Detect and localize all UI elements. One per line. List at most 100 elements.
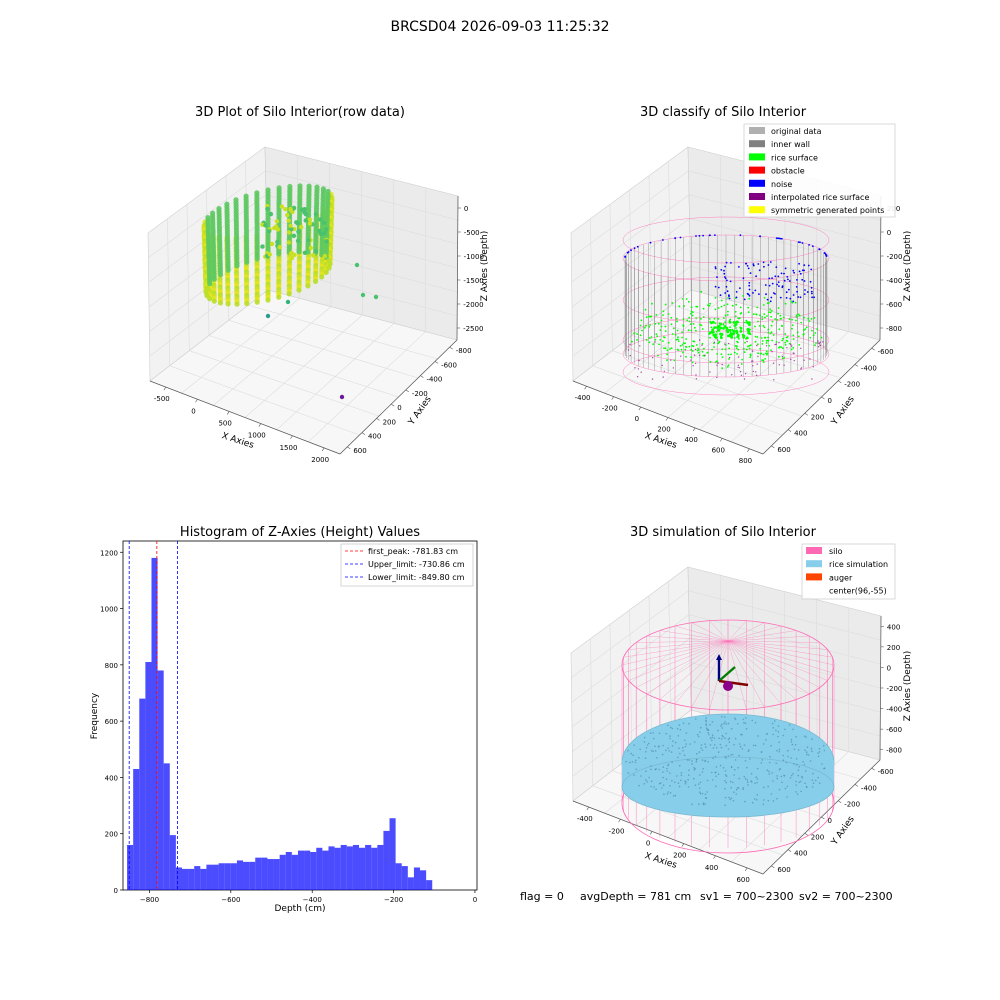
rice-surface-point [752,313,755,316]
rice-sim-point [715,785,717,787]
rice-surface-point [677,336,679,339]
rice-sim-point [631,761,634,763]
rice-sim-point [753,798,756,800]
rice-surface-point [676,320,678,323]
hist-bar [145,662,152,890]
rice-surface-point [724,321,727,324]
interpolated-point [651,378,654,380]
rice-surface-point [631,340,633,343]
rice-surface-point [664,330,667,332]
rice-surface-point [727,364,730,367]
rice-sim-point [778,748,781,751]
rice-surface-point [781,325,783,327]
interpolated-point [695,374,697,376]
rice-sim-point [634,761,637,764]
noise-point [775,266,778,268]
y-tick [449,346,453,350]
rice-sim-point [724,755,727,758]
interpolated-point [728,342,730,345]
y-tick-label: -400 [861,364,877,372]
noise-point [762,261,765,264]
rice-sim-point [650,780,653,782]
rice-sim-point [777,735,779,738]
rice-surface-point [645,325,647,327]
rice-surface-point [701,350,704,353]
rice-surface-point [790,300,792,303]
rice-surface-point [674,333,677,336]
noise-point [768,277,771,280]
rice-surface-cluster [720,336,723,340]
silo-roof-line [623,640,729,658]
interpolated-point [661,364,663,367]
rice-sim-point [803,735,806,737]
rice-sim-point [705,746,707,748]
rice-surface-point [763,313,766,315]
interpolated-point [709,371,711,373]
rice-sim-point [724,780,726,782]
rice-sim-point [725,757,727,759]
rice-surface-point [741,358,743,361]
rice-sim-point [752,744,755,747]
rice-surface-point [671,302,674,304]
rice-sim-point [691,763,693,765]
rice-sim-point [674,781,676,784]
surface-point [283,207,288,212]
rice-sim-point [667,747,669,749]
x-tick [163,386,167,391]
surface-point [286,240,291,245]
interpolated-point [737,364,740,366]
interpolated-point [811,378,813,380]
hist-bar [285,852,292,890]
interpolated-point [757,355,759,358]
hist-ticks: −800 −600 −400 −200 0 0 200 400 600 800 1000 1200 [100,549,477,904]
rice-sim-point [693,777,695,780]
rice-sim-point [639,748,641,751]
silo-roof-line [727,640,828,681]
rice-surface-point [734,315,737,318]
y-tick [391,403,395,407]
hist-bar [230,863,237,890]
rice-surface-point [690,348,693,351]
rice-surface-point [636,333,638,335]
surface-point [318,217,323,222]
rice-sim-point [650,749,653,752]
rice-sim-point [661,753,664,756]
noise-point [757,263,760,265]
rice-surface-point [654,338,657,341]
rice-sim-point [669,737,671,740]
rice-surface-point [815,342,817,344]
rice-sim-point [717,773,720,775]
x-tick-label: 200 [657,426,670,434]
interpolated-point [717,339,719,341]
y-tick-label: -200 [844,801,860,809]
rice-surface-point [757,320,759,323]
noise-point [723,269,725,272]
rice-sim-point [803,763,806,766]
panel-histogram: Histogram of Z-Axies (Height) Values −80… [90,525,478,914]
rice-sim-point [646,744,649,746]
rice-sim-point [648,776,650,779]
rice-sim-point [665,778,668,780]
rice-surface-point [754,340,757,343]
surface-point [279,204,284,209]
rice-surface-point [796,331,799,334]
rice-surface-point [682,318,685,320]
rice-surface-point [748,347,751,350]
outlier-point [354,262,360,268]
rice-sim-point [756,799,758,801]
rice-surface-point [770,331,773,334]
noise-point [798,270,801,273]
rice-surface-point [660,319,663,322]
y-tick-label: 0 [397,404,401,412]
noise-point [801,242,804,244]
noise-point [725,261,728,264]
raw-point [207,281,213,287]
legend-entry: interpolated rice surface [771,193,869,202]
hist-bar [340,844,347,890]
hist-bar [273,859,280,890]
rice-surface-cluster [748,323,751,327]
rice-sim-point [684,783,687,785]
panel2-classified-points [622,216,830,396]
raw-point [211,276,217,282]
rice-surface-point [664,303,667,306]
